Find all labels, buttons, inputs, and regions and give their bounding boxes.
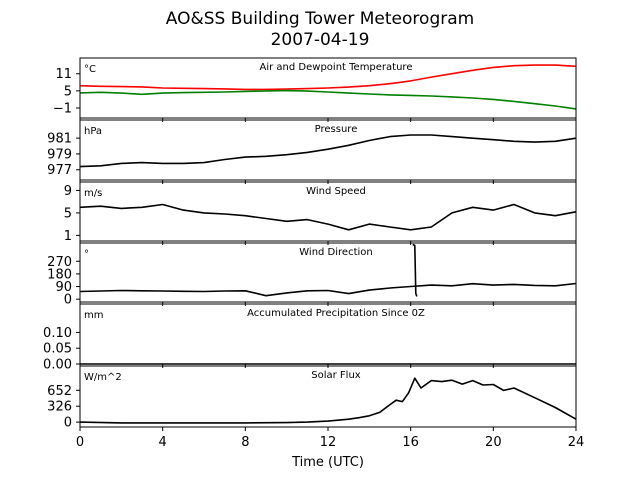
- y-tick-label-temperature-2: 11: [55, 67, 72, 82]
- panel-title-solar_flux: Solar Flux: [311, 370, 361, 381]
- panel-unit-wind_direction: °: [84, 249, 89, 260]
- panel-title-wind_speed: Wind Speed: [306, 186, 366, 197]
- x-tick-label-2: 8: [241, 435, 249, 450]
- series-line-wind_direction-1: [412, 243, 418, 297]
- x-tick-label-3: 12: [320, 435, 337, 450]
- panel-temperature: Air and Dewpoint Temperature °C −1 5 11: [53, 57, 577, 122]
- panel-title-precipitation: Accumulated Precipitation Since 0Z: [247, 308, 425, 319]
- panel-unit-wind_speed: m/s: [84, 188, 102, 199]
- x-tick-label-0: 0: [76, 435, 84, 450]
- x-tick-label-5: 20: [485, 435, 502, 450]
- panel-title-pressure: Pressure: [315, 124, 358, 135]
- y-tick-label-solar_flux-2: 652: [47, 384, 72, 399]
- y-tick-label-temperature-1: 5: [64, 84, 72, 99]
- y-tick-label-wind_direction-3: 270: [47, 255, 72, 270]
- panel-precipitation: Accumulated Precipitation Since 0Z mm 0.00…: [43, 303, 577, 373]
- x-axis-label: Time (UTC): [291, 455, 364, 470]
- y-tick-label-temperature-0: −1: [53, 102, 72, 117]
- panel-stack: Air and Dewpoint Temperature °C −1 5 11 Press…: [43, 57, 585, 450]
- y-tick-label-wind_direction-0: 0: [64, 293, 72, 308]
- panel-unit-solar_flux: W/m^2: [84, 372, 122, 383]
- panel-title-wind_direction: Wind Direction: [299, 247, 373, 258]
- panel-unit-pressure: hPa: [84, 126, 102, 137]
- series-line-wind_direction-0: [79, 282, 577, 297]
- x-tick-label-6: 24: [568, 435, 585, 450]
- figure-title: AO&SS Building Tower Meteorogram: [166, 9, 474, 29]
- x-tick-label-1: 4: [159, 435, 167, 450]
- y-tick-label-solar_flux-0: 0: [64, 416, 72, 431]
- figure-date: 2007-04-19: [271, 30, 370, 50]
- y-tick-label-pressure-1: 979: [47, 147, 72, 162]
- y-tick-label-wind_speed-1: 5: [64, 206, 72, 221]
- y-tick-label-solar_flux-1: 326: [47, 400, 72, 415]
- x-tick-label-4: 16: [402, 435, 419, 450]
- y-tick-label-wind_speed-2: 9: [64, 184, 72, 199]
- y-tick-label-pressure-0: 977: [47, 163, 72, 178]
- y-tick-label-precipitation-2: 0.10: [43, 326, 72, 341]
- y-tick-label-wind_direction-2: 180: [47, 267, 72, 282]
- y-tick-label-precipitation-0: 0.00: [43, 358, 72, 373]
- y-tick-label-wind_speed-0: 1: [64, 229, 72, 244]
- series-line-wind_speed-0: [79, 203, 577, 231]
- series-line-solar_flux-0: [79, 377, 577, 424]
- series-line-temperature-0: [79, 64, 577, 91]
- y-tick-label-precipitation-1: 0.05: [43, 342, 72, 357]
- series-line-pressure-0: [79, 134, 577, 168]
- panel-unit-precipitation: mm: [84, 310, 103, 321]
- panel-title-temperature: Air and Dewpoint Temperature: [260, 62, 413, 73]
- panel-wind_speed: Wind Speed m/s 1 5 9: [64, 181, 577, 245]
- y-tick-label-pressure-2: 981: [47, 132, 72, 147]
- panel-unit-temperature: °C: [84, 64, 96, 75]
- y-tick-label-wind_direction-1: 90: [55, 280, 72, 295]
- series-line-temperature-1: [79, 89, 577, 110]
